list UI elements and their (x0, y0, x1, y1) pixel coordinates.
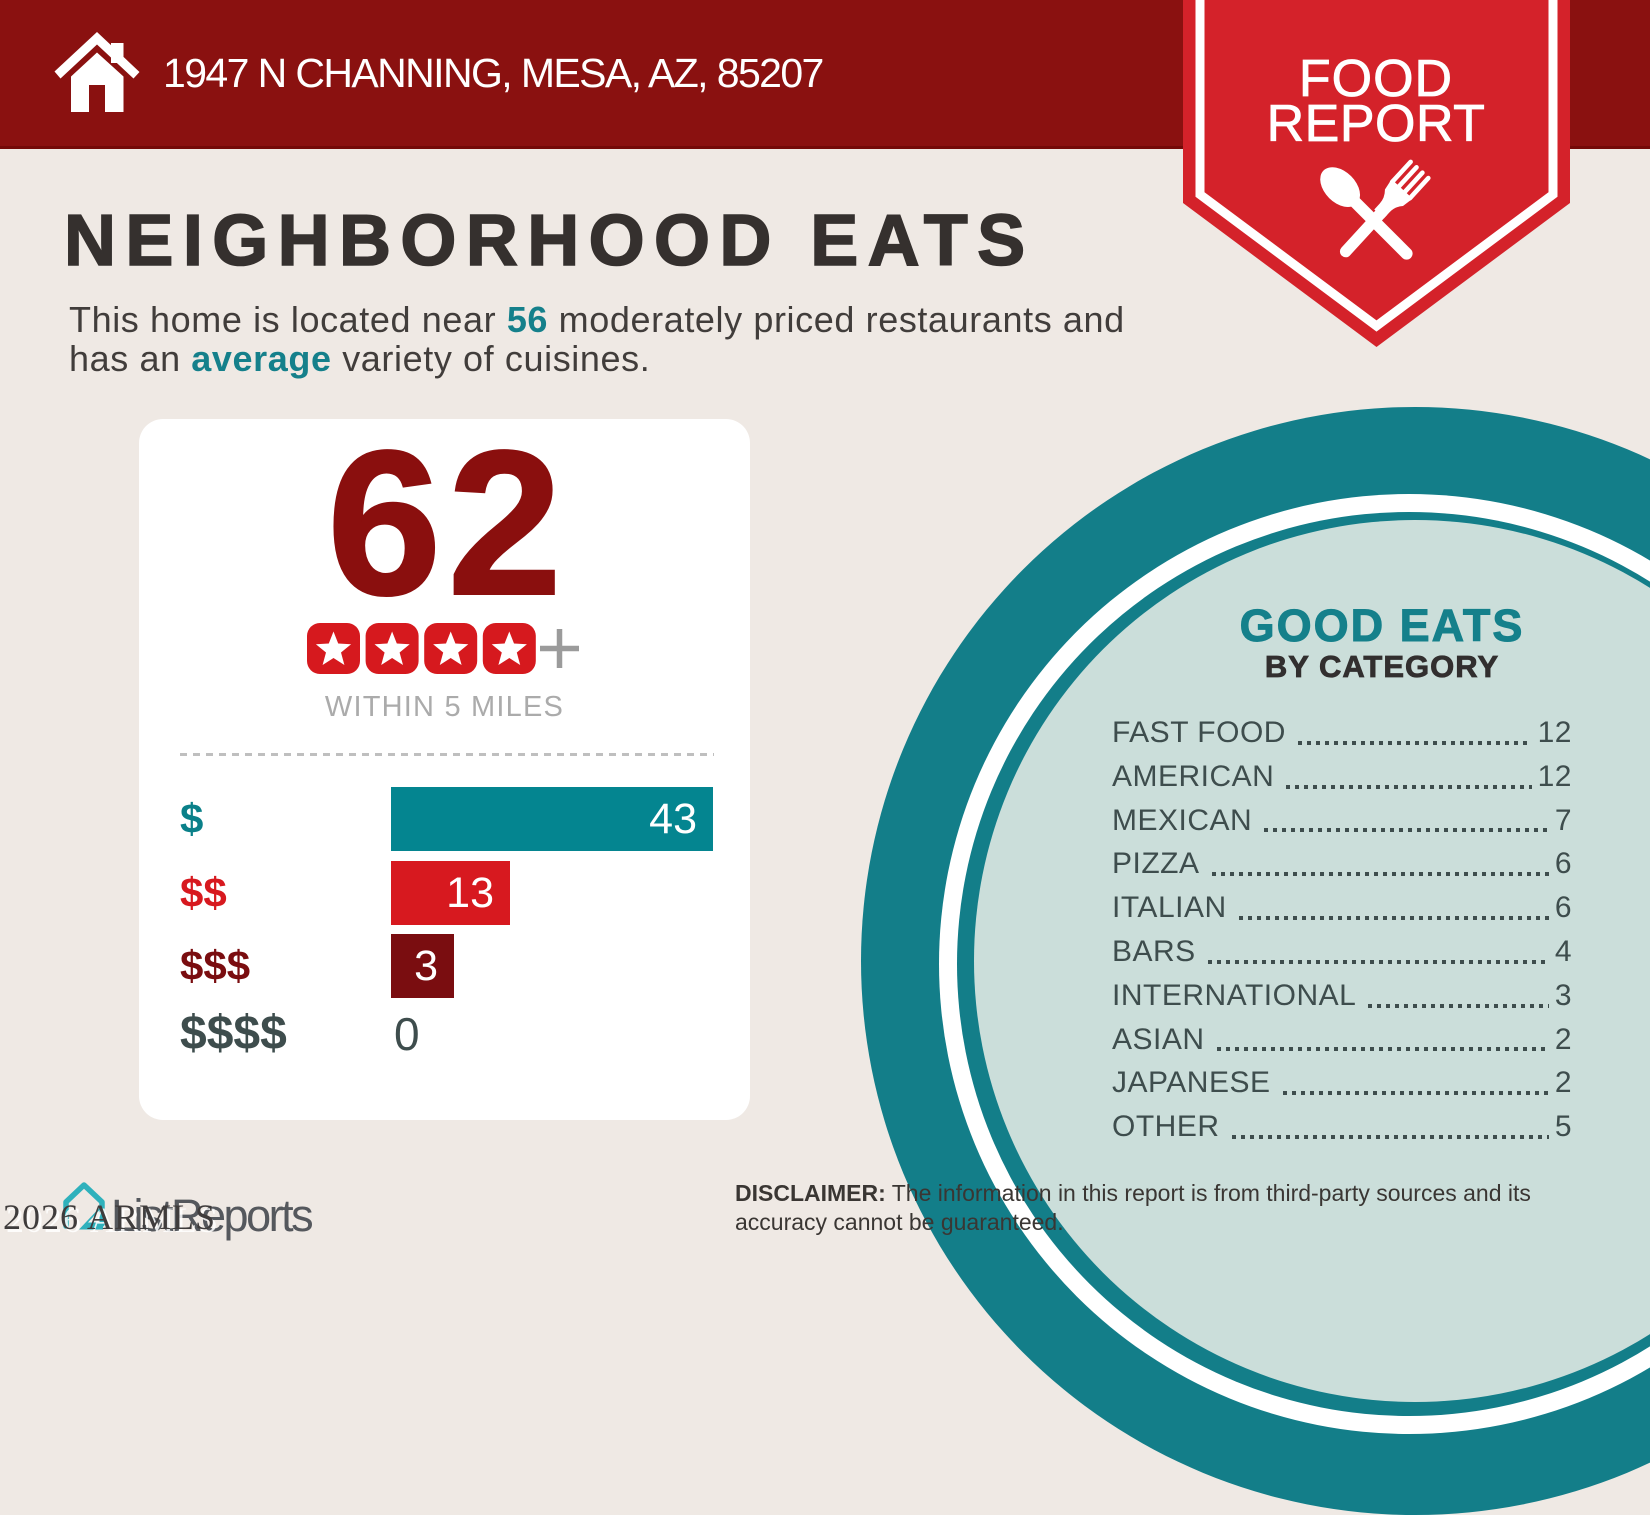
svg-text:REPORT: REPORT (1267, 95, 1486, 153)
svg-text:FOOD: FOOD (1299, 50, 1453, 108)
